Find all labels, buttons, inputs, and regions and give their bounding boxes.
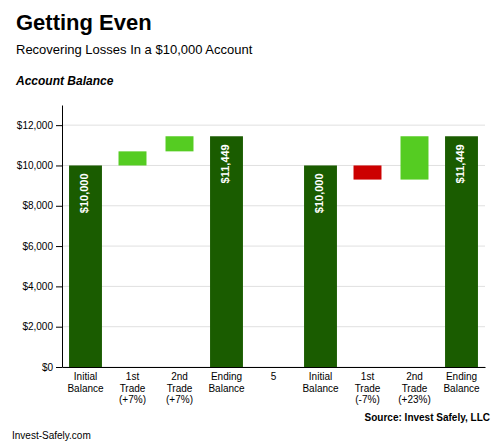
bar — [401, 136, 429, 179]
bar — [304, 165, 337, 367]
tick-mark — [56, 286, 62, 287]
tick-label: 5 — [271, 371, 277, 382]
bar — [354, 165, 382, 179]
data-label: $11,449 — [219, 144, 231, 183]
tick-label: $2,000 — [22, 321, 53, 332]
grid-line — [62, 326, 485, 327]
data-label: $10,000 — [313, 173, 325, 213]
bars — [69, 136, 478, 367]
tick-label: $4,000 — [22, 281, 53, 292]
chart: Getting Even Recovering Losses In a $10,0… — [0, 0, 500, 445]
grid-line — [62, 367, 485, 368]
bar — [166, 136, 194, 151]
tick: 5 — [271, 367, 277, 382]
tick-label: InitialBalance — [67, 371, 104, 394]
tick-label: 2ndTrade(+7%) — [166, 371, 193, 405]
plot: $10,000 $11,449 $10,000 $11,449 $0 $2,000 $4,0… — [17, 106, 486, 406]
tick-label: InitialBalance — [302, 371, 339, 394]
tick-label: 2ndTrade(+23%) — [398, 371, 431, 405]
grid — [62, 125, 485, 367]
subtitle: Recovering Losses In a $10,000 Account — [16, 42, 253, 57]
tick-mark — [56, 125, 62, 126]
grid-line — [62, 125, 485, 126]
footer: Invest-Safely.com — [12, 430, 91, 441]
tick: $8,000 — [22, 200, 62, 211]
tick-label: $6,000 — [22, 241, 53, 252]
tick-label: EndingBalance — [443, 371, 480, 394]
tick-mark — [56, 327, 62, 328]
data-labels: $10,000 $11,449 $10,000 $11,449 — [78, 144, 466, 213]
data-label: $11,449 — [454, 144, 466, 183]
grid-line — [62, 205, 485, 206]
tick: $4,000 — [22, 281, 62, 292]
tick: $10,000 — [17, 160, 62, 171]
title: Getting Even — [16, 10, 152, 35]
grid-line — [62, 286, 485, 287]
tick: 1stTrade(+7%) — [119, 367, 146, 405]
tick: $12,000 — [17, 120, 62, 131]
bar — [445, 136, 478, 367]
bar — [119, 151, 147, 165]
tick: $6,000 — [22, 241, 62, 252]
source: Source: Invest Safely, LLC — [365, 412, 490, 423]
tick: 1stTrade(-7%) — [355, 367, 381, 405]
bar — [69, 165, 102, 367]
axis-line — [62, 106, 63, 368]
tick-label: $12,000 — [17, 120, 54, 131]
tick-mark — [56, 206, 62, 207]
tick: $2,000 — [22, 321, 62, 332]
tick: 2ndTrade(+23%) — [398, 367, 431, 405]
tick-label: 1stTrade(+7%) — [119, 371, 146, 405]
tick: InitialBalance — [302, 367, 339, 394]
bar — [210, 136, 243, 367]
axis-title: Account Balance — [15, 74, 114, 88]
grid-line — [62, 246, 485, 247]
x-axis: InitialBalance 1stTrade(+7%) 2ndTrade(+7%)… — [63, 367, 486, 405]
tick-label: $8,000 — [22, 200, 53, 211]
tick-label: $0 — [42, 362, 54, 373]
tick: InitialBalance — [67, 367, 104, 394]
tick: $0 — [42, 362, 62, 373]
data-label: $10,000 — [78, 173, 90, 213]
tick-label: EndingBalance — [208, 371, 245, 394]
tick: EndingBalance — [443, 367, 480, 394]
tick-mark — [56, 367, 62, 368]
tick-label: 1stTrade(-7%) — [355, 371, 381, 405]
y-axis: $0 $2,000 $4,000 $6,000 $8,000 $10,000 $12,000 — [17, 106, 63, 373]
tick-mark — [56, 246, 62, 247]
axis-line — [63, 367, 486, 368]
tick: 2ndTrade(+7%) — [166, 367, 193, 405]
tick-mark — [56, 165, 62, 166]
tick: EndingBalance — [208, 367, 245, 394]
tick-label: $10,000 — [17, 160, 54, 171]
